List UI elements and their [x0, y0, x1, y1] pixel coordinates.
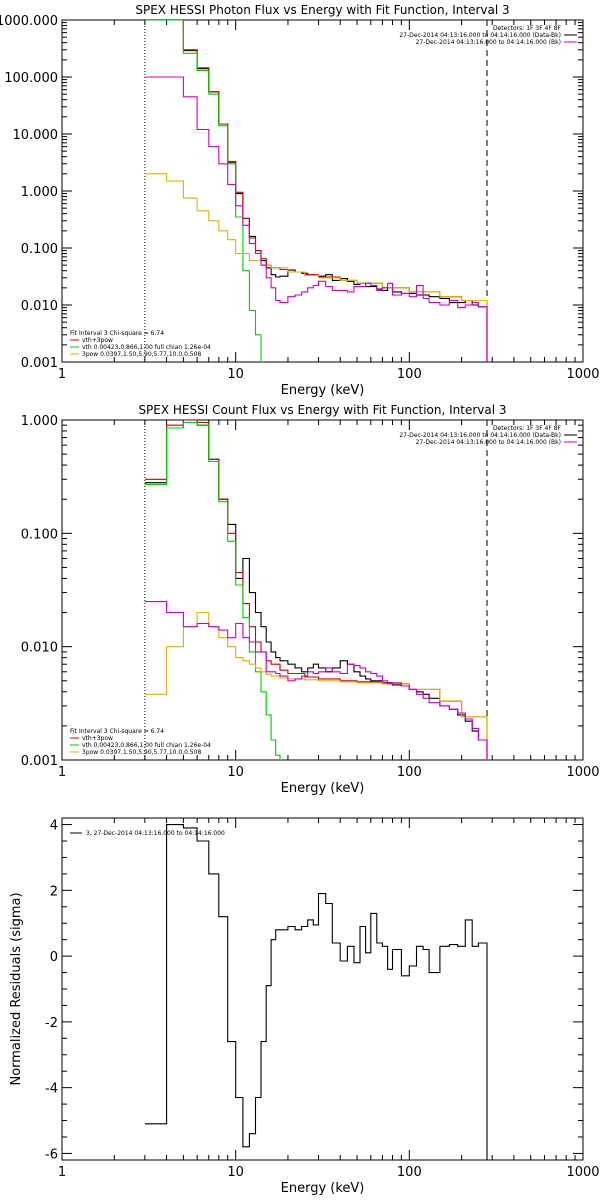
- legend-entry: 3pow 0.0397,1.50,5.90,5.77,10.0,0.508: [82, 351, 201, 358]
- series-group: [144, 20, 489, 362]
- y-tick-label: 1.000: [21, 185, 58, 200]
- series-line-2: [144, 20, 263, 362]
- legend-entry: vth 0.00423,0.866,1.00 full chian 1.26e-…: [82, 344, 211, 351]
- series-line-1: [144, 20, 489, 362]
- series-line-0: [144, 421, 489, 760]
- y-tick-label: 0: [50, 950, 58, 965]
- series-line-3: [144, 611, 489, 760]
- legend-entry: Fit Interval 3 Chi-square = 6.74: [70, 330, 164, 337]
- x-tick-label: 10: [227, 765, 244, 780]
- y-tick-label: 1000.000: [0, 14, 58, 29]
- legend-entry: Detectors: 1F 3F 4F 8F: [493, 25, 562, 32]
- plot-frame: [61, 817, 584, 1161]
- legend-entry: vth 0.00423,0.866,1.00 full chian 1.26e-…: [82, 742, 211, 749]
- legend-entry: Fit Interval 3 Chi-square = 6.74: [70, 728, 164, 735]
- y-tick-label: -2: [45, 1016, 58, 1031]
- y-tick-label: 0.010: [21, 641, 58, 656]
- x-tick-label: 1: [58, 765, 66, 780]
- x-tick-label: 1000: [566, 1165, 599, 1180]
- x-tick-label: 10: [227, 367, 244, 382]
- x-axis-label: Energy (keV): [281, 1181, 365, 1196]
- chart-title: SPEX HESSI Photon Flux vs Energy with Fi…: [135, 3, 509, 17]
- legend-entry: 27-Dec-2014 04:13:16.000 to 04:14:16.000…: [399, 32, 561, 39]
- legend-entry: 27-Dec-2014 04:13:16.000 to 04:14:16.000…: [399, 432, 561, 439]
- x-tick-label: 100: [397, 1165, 422, 1180]
- x-tick-label: 100: [397, 367, 422, 382]
- y-tick-label: 0.100: [21, 527, 58, 542]
- y-tick-label: 1.000: [21, 414, 58, 429]
- legend-entry: 27-Dec-2014 04:13:16.000 to 04:14:16.000…: [416, 439, 561, 446]
- y-tick-label: -4: [45, 1082, 58, 1097]
- series-line-0: [144, 20, 489, 362]
- series-group: [144, 824, 489, 1160]
- y-tick-label: 10.000: [13, 128, 59, 143]
- chart-title: SPEX HESSI Count Flux vs Energy with Fit…: [138, 403, 506, 417]
- x-axis-label: Energy (keV): [281, 781, 365, 796]
- y-tick-label: 0.001: [21, 754, 58, 769]
- y-tick-label: 0.100: [21, 242, 58, 257]
- x-tick-label: 1000: [566, 367, 599, 382]
- x-tick-label: 10: [227, 1165, 244, 1180]
- series-line-0: [144, 824, 489, 1160]
- chart-panel-2: 1 10 100 1000 0.001 0.010 0.100 1.000 SPEX HESSI…: [21, 403, 600, 796]
- legend-entry: vth+3pow: [82, 337, 113, 344]
- series-line-1: [144, 420, 489, 760]
- series-line-4: [144, 601, 489, 760]
- series-line-3: [144, 173, 489, 362]
- series-line-2: [144, 421, 282, 760]
- legend-entry: Detectors: 1F 3F 4F 8F: [493, 425, 562, 432]
- y-tick-label: 4: [50, 819, 58, 834]
- x-tick-label: 1000: [566, 765, 599, 780]
- y-tick-label: -6: [45, 1147, 58, 1162]
- series-group: [144, 420, 489, 760]
- legend-entry: 3pow 0.0397,1.50,5.90,5.77,10.0,0.508: [82, 749, 201, 756]
- chart-panel-1: 1 10 100 1000 0.001 0.010 0.100 1.000 10.000 100.…: [0, 3, 600, 398]
- y-tick-label: 0.001: [21, 356, 58, 371]
- series-line-4: [144, 76, 489, 362]
- y-tick-label: 2: [50, 884, 58, 899]
- x-tick-label: 1: [58, 367, 66, 382]
- legend-entry: 27-Dec-2014 04:13:16.000 to 04:14:16.000…: [416, 39, 561, 46]
- x-tick-label: 1: [58, 1165, 66, 1180]
- y-tick-label: 0.010: [21, 299, 58, 314]
- x-axis-label: Energy (keV): [281, 383, 365, 398]
- legend-entry: 3, 27-Dec-2014 04:13:16.000 to 04:14:16.…: [86, 830, 225, 837]
- plot-frame: [61, 419, 584, 761]
- y-tick-label: 100.000: [4, 71, 58, 86]
- x-tick-label: 100: [397, 765, 422, 780]
- chart-panel-3: 1 10 100 1000 -6 -4 -2 0 2 4 Energy (keV) Normalize…: [9, 817, 600, 1196]
- y-axis-label: Normalized Residuals (sigma): [9, 892, 24, 1085]
- plot-frame: [61, 19, 584, 363]
- legend-entry: vth+3pow: [82, 735, 113, 742]
